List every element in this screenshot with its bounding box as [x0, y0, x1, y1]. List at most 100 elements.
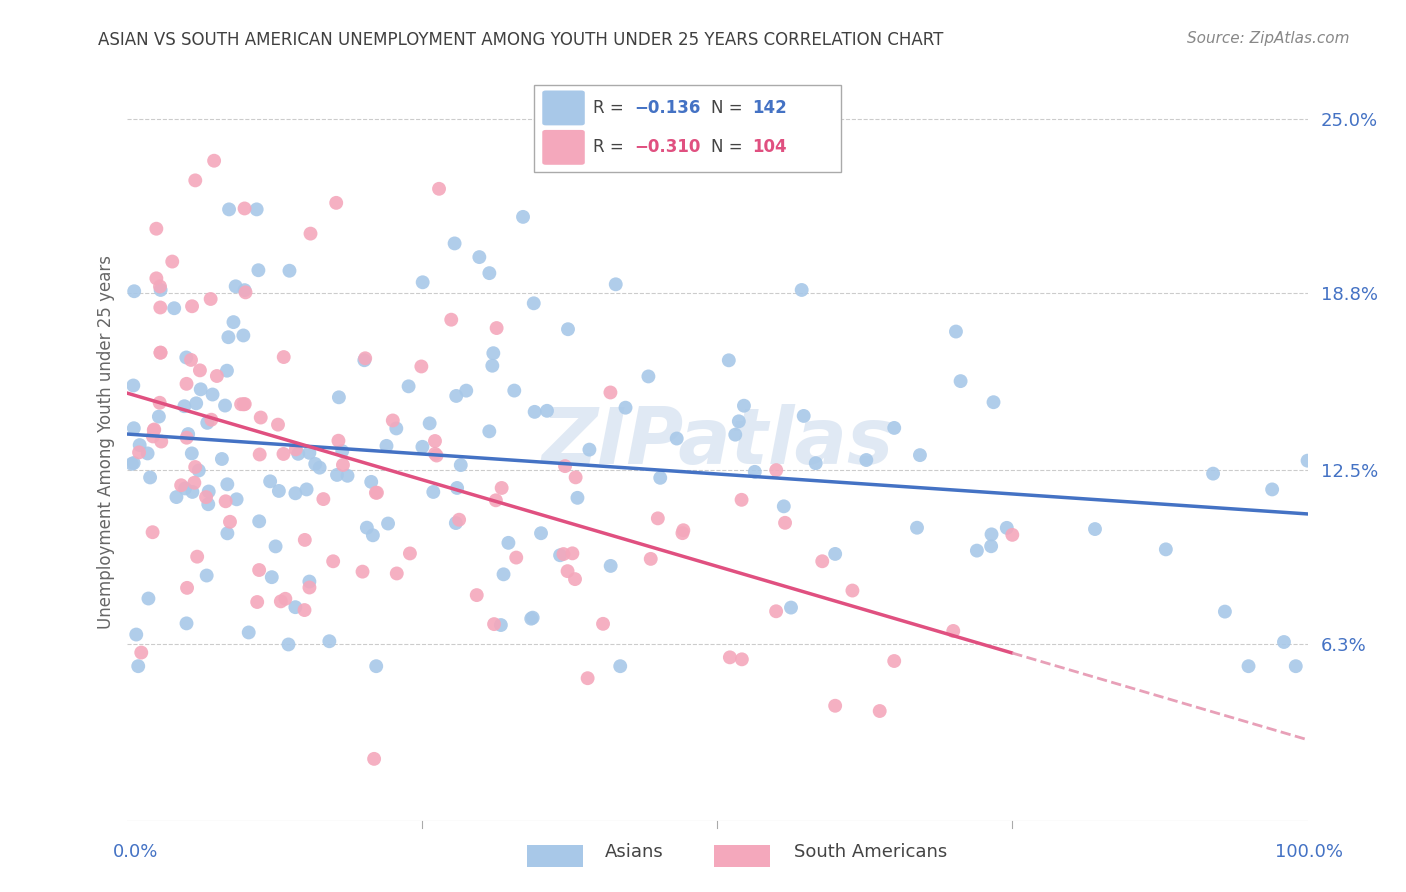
- Point: [328, 390, 350, 404]
- Point: [247, 263, 270, 277]
- Point: [465, 588, 488, 602]
- Point: [202, 153, 225, 168]
- Point: [145, 271, 167, 285]
- Point: [422, 485, 444, 500]
- Point: [765, 604, 787, 618]
- Point: [219, 515, 242, 529]
- Point: [733, 399, 755, 413]
- Point: [299, 227, 322, 241]
- Point: [811, 554, 834, 568]
- Point: [523, 296, 546, 310]
- Point: [446, 481, 468, 495]
- Point: [375, 439, 398, 453]
- FancyBboxPatch shape: [534, 85, 841, 172]
- Point: [363, 752, 385, 766]
- Point: [186, 549, 208, 564]
- Point: [356, 521, 378, 535]
- Point: [398, 379, 420, 393]
- Point: [233, 202, 256, 216]
- Point: [489, 618, 512, 632]
- Point: [793, 409, 815, 423]
- Point: [456, 384, 478, 398]
- Text: N =: N =: [711, 138, 748, 156]
- Point: [247, 563, 270, 577]
- Point: [671, 526, 693, 541]
- Point: [426, 449, 449, 463]
- Point: [294, 603, 316, 617]
- Point: [267, 483, 290, 498]
- Point: [824, 698, 846, 713]
- Point: [482, 346, 505, 360]
- Point: [267, 417, 290, 432]
- Point: [855, 453, 877, 467]
- Point: [1084, 522, 1107, 536]
- Point: [195, 490, 218, 504]
- Point: [718, 650, 741, 665]
- Point: [869, 704, 891, 718]
- Point: [824, 547, 846, 561]
- Point: [330, 444, 353, 458]
- FancyBboxPatch shape: [543, 90, 585, 126]
- Point: [195, 416, 218, 430]
- Point: [949, 374, 972, 388]
- Point: [449, 513, 471, 527]
- Point: [183, 475, 205, 490]
- Point: [536, 404, 558, 418]
- Point: [214, 494, 236, 508]
- Point: [980, 527, 1002, 541]
- Point: [259, 475, 281, 489]
- Point: [246, 595, 269, 609]
- Point: [181, 484, 204, 499]
- Point: [184, 460, 207, 475]
- Point: [180, 353, 202, 368]
- Point: [523, 405, 546, 419]
- Point: [444, 389, 467, 403]
- Point: [149, 283, 172, 297]
- Point: [148, 409, 170, 424]
- Point: [273, 447, 295, 461]
- Point: [983, 395, 1005, 409]
- Text: 142: 142: [752, 99, 787, 117]
- Point: [366, 485, 388, 500]
- Point: [980, 539, 1002, 553]
- Point: [491, 481, 513, 495]
- Point: [142, 423, 165, 437]
- Point: [284, 442, 307, 457]
- Point: [364, 485, 387, 500]
- Text: ASIAN VS SOUTH AMERICAN UNEMPLOYMENT AMONG YOUTH UNDER 25 YEARS CORRELATION CHAR: ASIAN VS SOUTH AMERICAN UNEMPLOYMENT AMO…: [98, 31, 943, 49]
- Text: R =: R =: [593, 99, 628, 117]
- Point: [512, 210, 534, 224]
- Point: [354, 351, 377, 366]
- Point: [730, 492, 752, 507]
- Point: [328, 434, 350, 448]
- Point: [841, 583, 863, 598]
- Point: [322, 554, 344, 568]
- Point: [366, 659, 388, 673]
- Point: [450, 458, 472, 472]
- Point: [173, 399, 195, 413]
- Point: [188, 363, 211, 377]
- Point: [672, 523, 695, 537]
- Point: [170, 478, 193, 492]
- Point: [128, 445, 150, 459]
- Point: [217, 477, 239, 491]
- Point: [360, 475, 382, 489]
- Point: [260, 570, 283, 584]
- Point: [142, 429, 165, 443]
- Point: [1001, 528, 1024, 542]
- Point: [215, 364, 238, 378]
- Point: [427, 182, 450, 196]
- Point: [218, 202, 240, 217]
- Point: [247, 514, 270, 528]
- Point: [273, 350, 295, 364]
- Point: [352, 565, 374, 579]
- Point: [201, 387, 224, 401]
- Point: [554, 459, 576, 474]
- Text: N =: N =: [711, 99, 748, 117]
- Point: [139, 470, 162, 484]
- Point: [599, 558, 621, 573]
- Text: −0.310: −0.310: [634, 138, 700, 156]
- Point: [1154, 542, 1177, 557]
- Point: [1261, 483, 1284, 497]
- Point: [246, 202, 269, 217]
